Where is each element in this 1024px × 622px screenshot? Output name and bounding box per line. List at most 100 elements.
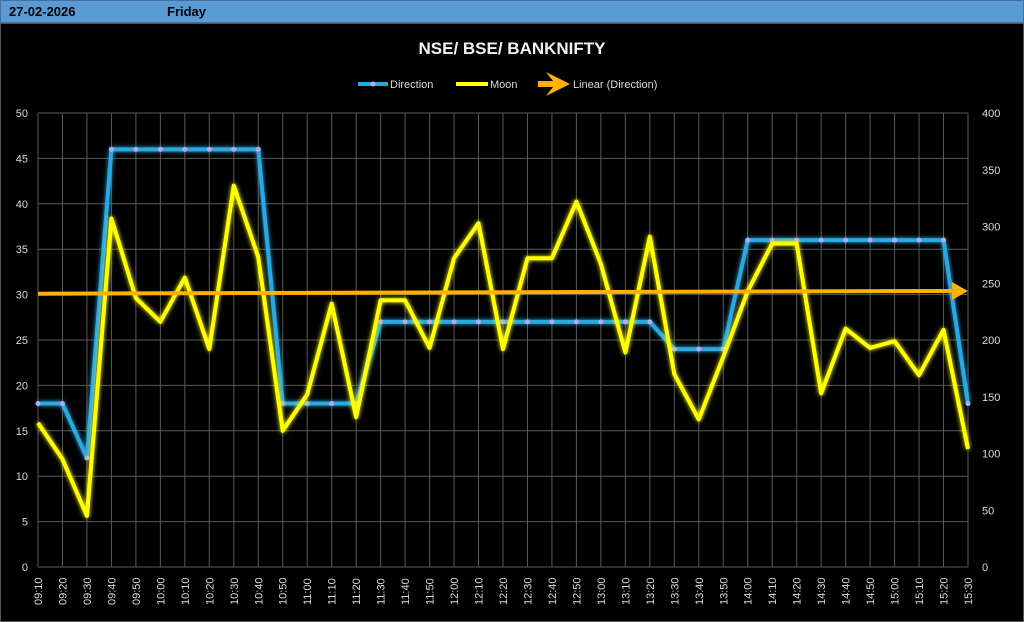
x-tick: 09:20: [57, 577, 69, 605]
direction-point: [133, 146, 139, 152]
direction-point: [59, 401, 65, 407]
y-right-tick: 100: [982, 449, 1000, 461]
direction-point: [402, 319, 408, 325]
x-tick: 11:20: [351, 578, 363, 605]
x-tick: 12:00: [449, 577, 461, 605]
x-tick: 11:30: [376, 578, 388, 605]
x-tick: 10:20: [204, 577, 216, 605]
x-tick: 13:10: [620, 577, 632, 605]
x-tick: 14:20: [792, 577, 804, 605]
direction-point: [941, 237, 947, 243]
legend-trend-label: Linear (Direction): [573, 79, 657, 91]
x-tick: 12:40: [547, 577, 559, 605]
direction-point: [255, 146, 261, 152]
y-right-tick: 250: [982, 278, 1000, 290]
x-tick: 15:20: [939, 577, 951, 605]
y-left-tick: 50: [16, 108, 28, 120]
y-left-tick: 35: [16, 244, 28, 256]
direction-point: [280, 401, 286, 407]
direction-point: [476, 319, 482, 325]
x-tick: 14:30: [816, 577, 828, 605]
x-tick: 14:10: [767, 577, 779, 605]
x-tick: 13:50: [718, 577, 730, 605]
direction-point: [35, 401, 41, 407]
direction-point: [647, 319, 653, 325]
direction-point: [769, 237, 775, 243]
x-tick: 09:30: [82, 577, 94, 605]
date-header-bar: 27-02-2026 Friday: [0, 0, 1024, 23]
x-tick: 14:50: [865, 577, 877, 605]
y-right-tick: 50: [982, 505, 994, 517]
x-tick: 13:20: [645, 577, 657, 605]
direction-point: [794, 237, 800, 243]
y-left-tick: 10: [16, 471, 28, 483]
day-label: Friday: [167, 4, 207, 19]
direction-point: [206, 146, 212, 152]
x-tick: 13:30: [669, 577, 681, 605]
x-tick: 11:40: [400, 578, 412, 605]
direction-point: [304, 401, 310, 407]
direction-point: [329, 401, 335, 407]
x-tick: 15:30: [963, 577, 975, 605]
x-tick: 12:30: [522, 577, 534, 605]
x-tick: 10:10: [180, 577, 192, 605]
y-right-tick: 350: [982, 165, 1000, 177]
y-left-tick: 20: [16, 380, 28, 392]
x-tick: 15:10: [914, 577, 926, 605]
x-tick: 13:40: [694, 577, 706, 605]
x-tick: 11:50: [425, 578, 437, 605]
x-tick: 11:00: [302, 578, 314, 605]
y-right-tick: 200: [982, 335, 1000, 347]
legend-moon-label: Moon: [490, 79, 518, 91]
direction-point: [916, 237, 922, 243]
y-left-tick: 25: [16, 335, 28, 347]
x-tick: 14:00: [743, 577, 755, 605]
direction-point: [892, 237, 898, 243]
x-tick: 14:40: [841, 577, 853, 605]
y-right-tick: 300: [982, 222, 1000, 234]
legend-direction-marker: [370, 81, 376, 87]
x-tick: 09:40: [106, 577, 118, 605]
x-tick: 10:00: [155, 577, 167, 605]
direction-point: [231, 146, 237, 152]
x-tick: 15:00: [890, 577, 902, 605]
series-moon-line: [36, 183, 970, 518]
direction-point: [867, 237, 873, 243]
trendline: [37, 288, 957, 296]
y-left-tick: 0: [22, 562, 28, 574]
direction-point: [182, 146, 188, 152]
x-tick: 13:00: [596, 577, 608, 605]
y-right-tick: 400: [982, 108, 1000, 120]
y-left-tick: 40: [16, 199, 28, 211]
trendline-arrowhead: [952, 281, 968, 300]
x-tick: 11:10: [327, 578, 339, 605]
x-tick: 10:30: [229, 577, 241, 605]
y-left-tick: 5: [22, 517, 28, 529]
x-tick: 12:50: [571, 577, 583, 605]
direction-point: [427, 319, 433, 325]
direction-point: [598, 319, 604, 325]
y-left-tick: 30: [16, 290, 28, 302]
direction-point: [622, 319, 628, 325]
x-tick: 09:10: [33, 577, 45, 605]
direction-point: [157, 146, 163, 152]
direction-point: [965, 401, 971, 407]
direction-point: [108, 146, 114, 152]
x-tick: 10:40: [253, 577, 265, 605]
direction-point: [451, 319, 457, 325]
direction-point: [818, 237, 824, 243]
direction-point: [573, 319, 579, 325]
x-tick: 12:20: [498, 577, 510, 605]
direction-point: [84, 455, 90, 461]
direction-point: [378, 319, 384, 325]
direction-point: [745, 237, 751, 243]
x-tick: 10:50: [278, 577, 290, 605]
y-right-tick: 0: [982, 562, 988, 574]
direction-point: [843, 237, 849, 243]
y-left-tick: 15: [16, 426, 28, 438]
direction-point: [671, 346, 677, 352]
direction-point: [696, 346, 702, 352]
direction-point: [549, 319, 555, 325]
x-tick: 12:10: [474, 577, 486, 605]
